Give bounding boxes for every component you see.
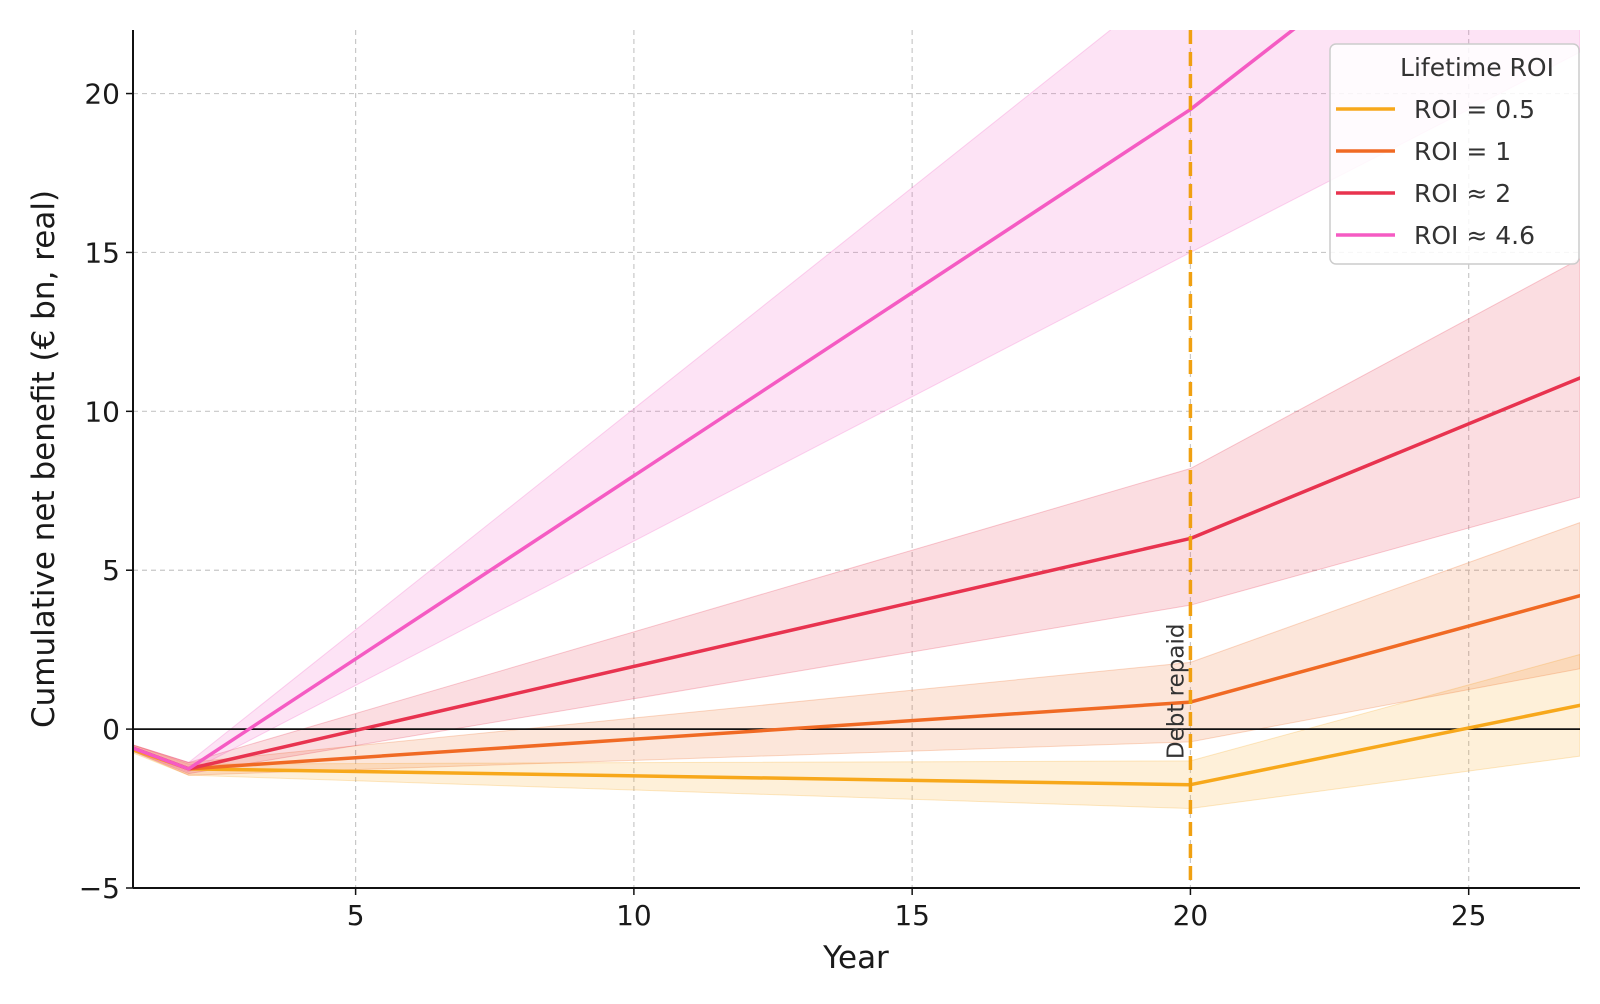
legend-label: ROI ≈ 2 <box>1414 179 1511 208</box>
axes <box>132 30 1580 889</box>
legend-label: ROI ≈ 4.6 <box>1414 221 1535 250</box>
y-tick-label: 15 <box>84 236 120 269</box>
tick-labels: 5 10 15 20 25 −5 0 5 10 15 20 <box>79 78 1487 932</box>
legend-label: ROI = 0.5 <box>1414 95 1535 124</box>
y-tick-label: 5 <box>102 554 120 587</box>
legend-label: ROI = 1 <box>1414 137 1511 166</box>
confidence-band <box>133 653 1580 810</box>
x-tick-label: 10 <box>616 899 652 932</box>
legend-title: Lifetime ROI <box>1400 53 1554 82</box>
debt-repaid-label: Debt repaid <box>1163 624 1189 760</box>
y-tick-label: 0 <box>102 713 120 746</box>
legend-box <box>1329 43 1580 265</box>
confidence-band <box>133 30 1580 773</box>
confidence-band <box>133 258 1580 775</box>
y-tick-label: 10 <box>84 395 120 428</box>
x-tick-label: 25 <box>1451 899 1487 932</box>
x-tick-label: 20 <box>1173 899 1209 932</box>
series-lines <box>133 30 1580 787</box>
series-line <box>133 30 1296 771</box>
legend: Lifetime ROI ROI = 0.5 ROI = 1 ROI ≈ 2 ROI … <box>1329 43 1580 265</box>
x-axis-title: Year <box>822 940 889 976</box>
y-tick-label: −5 <box>79 872 120 905</box>
y-tick-label: 20 <box>84 78 120 111</box>
debt-repaid-marker: Debt repaid <box>1163 30 1193 888</box>
y-axis-title: Cumulative net benefit (€ bn, real) <box>26 190 62 728</box>
x-tick-label: 15 <box>894 899 930 932</box>
x-tick-label: 5 <box>347 899 365 932</box>
